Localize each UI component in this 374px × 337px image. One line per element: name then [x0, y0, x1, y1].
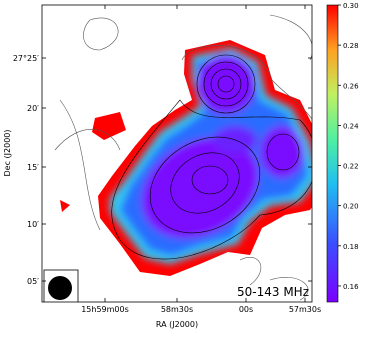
colorbar-tick-label: 0.20: [343, 203, 359, 211]
x-axis-label: RA (J2000): [156, 320, 198, 329]
y-axis-label: Dec (J2000): [3, 130, 12, 177]
annotation: 50-143 MHz: [237, 285, 309, 299]
x-tick-label: 00s: [239, 305, 253, 314]
x-tick-label: 15h59m00s: [81, 305, 129, 314]
colorbar-tick-label: 0.22: [343, 163, 359, 171]
colorbar: [326, 4, 339, 303]
x-tick-label: 57m30s: [289, 305, 321, 314]
colorbar-tick-label: 0.26: [343, 82, 359, 90]
y-tick-label: 05′: [27, 277, 39, 286]
colorbar-tick-label: 0.16: [343, 283, 359, 291]
colorbar-tick-label: 0.24: [343, 122, 359, 130]
colorbar-tick-label: 0.30: [343, 2, 359, 10]
colorbar-tick-label: 0.28: [343, 42, 359, 50]
radio-image: [43, 14, 312, 302]
y-tick-label: 27°25′: [13, 54, 39, 63]
x-tick-label: 58m30s: [161, 305, 193, 314]
y-tick-label: 10′: [27, 220, 39, 229]
colorbar-tick-label: 0.18: [343, 243, 359, 251]
y-tick-label: 15′: [27, 163, 39, 172]
y-tick-label: 20′: [27, 104, 39, 113]
